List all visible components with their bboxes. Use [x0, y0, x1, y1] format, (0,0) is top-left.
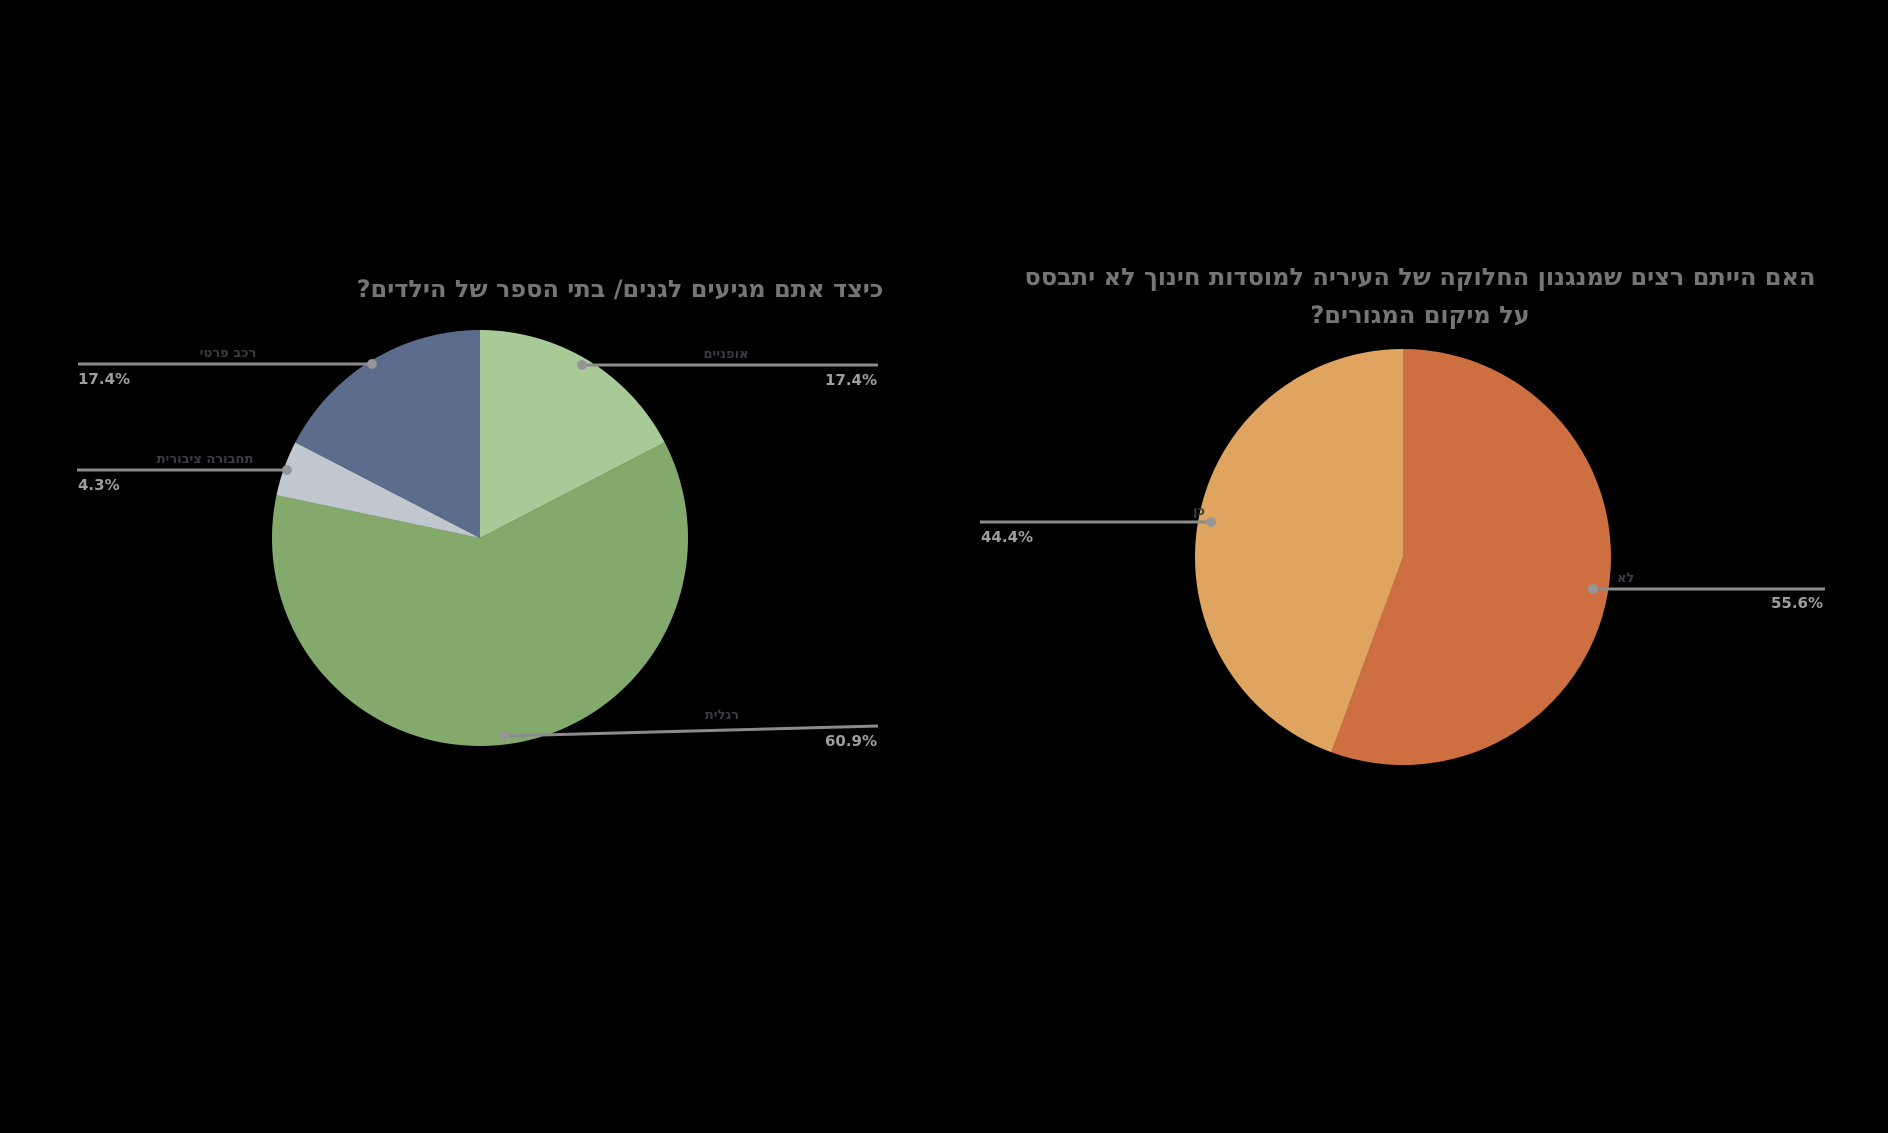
- leader-dot: [1588, 584, 1598, 594]
- slice-label: רכב פרטי: [200, 346, 257, 361]
- slice-percent: 60.9%: [825, 732, 877, 750]
- leader-line: [504, 724, 879, 738]
- pie-slice-transport-1: [272, 442, 689, 747]
- leader-dot: [577, 360, 587, 370]
- pie-allocation: לא 55.6% כן 44.4%: [980, 349, 1825, 765]
- leader-dot: [1206, 517, 1216, 527]
- pie-transport: אופניים 17.4% רגלית 60.9% תחבורה ציבורית 4.3%…: [77, 330, 879, 750]
- pie-slice-transport-2: [276, 442, 480, 538]
- slice-percent: 4.3%: [78, 476, 120, 494]
- chart-title-transport: כיצד אתם מגיעים לגנים/ בתי הספר של הילדי…: [300, 270, 940, 308]
- pie-slice-transport-0: [480, 330, 665, 538]
- slice-percent: 17.4%: [78, 370, 130, 388]
- slice-label: תחבורה ציבורית: [157, 452, 254, 467]
- slice-percent: 17.4%: [825, 371, 877, 389]
- slice-label: כן: [1193, 504, 1205, 519]
- chart-title-allocation-line2: על מיקום המגורים?: [1310, 301, 1530, 329]
- slice-label: רגלית: [705, 708, 739, 723]
- chart-title-allocation-line1: האם הייתם רצים שמנגנון החלוקה של העיריה …: [1024, 263, 1816, 291]
- slice-label: לא: [1617, 571, 1634, 586]
- slice-label: אופניים: [703, 347, 748, 362]
- slice-percent: 55.6%: [1771, 594, 1823, 612]
- leader-dot: [500, 731, 510, 741]
- leader-dot: [282, 465, 292, 475]
- slice-percent: 44.4%: [981, 528, 1033, 546]
- chart-title-transport-line1: כיצד אתם מגיעים לגנים/ בתי הספר של הילדי…: [356, 275, 884, 303]
- pie-slice-transport-3: [295, 330, 480, 538]
- chart-title-allocation: האם הייתם רצים שמנגנון החלוקה של העיריה …: [990, 258, 1850, 334]
- pie-slice-allocation-1: [1194, 349, 1403, 753]
- pie-slice-allocation-0: [1331, 349, 1611, 765]
- leader-dot: [367, 359, 377, 369]
